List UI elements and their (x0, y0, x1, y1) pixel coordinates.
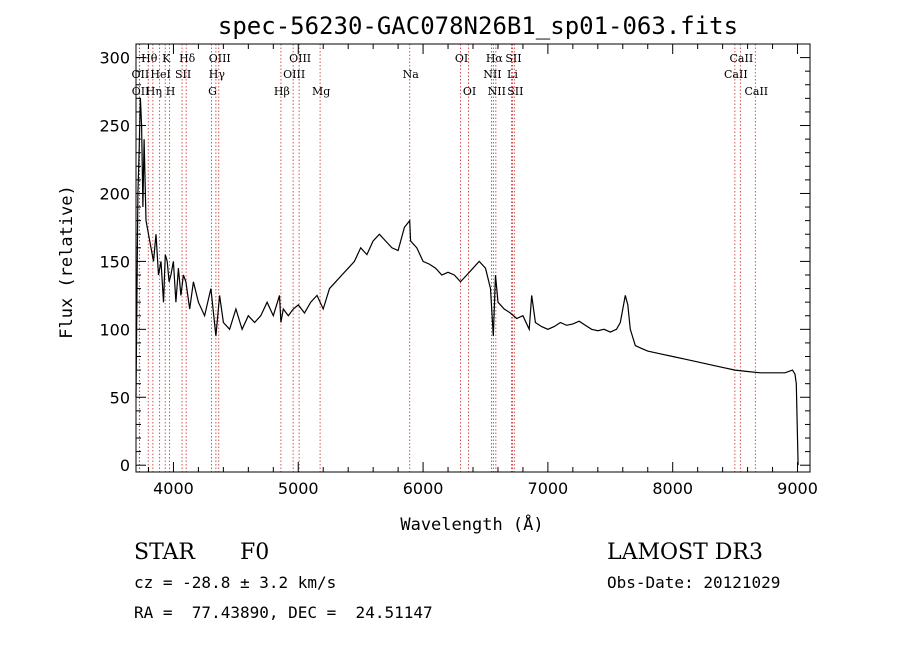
object-subclass: F0 (240, 540, 270, 565)
line-label-22: Li (507, 68, 518, 81)
x-tick-label-4: 8000 (652, 479, 693, 498)
y-tick-label-2: 100 (99, 320, 130, 339)
line-label-13: OIII (289, 52, 311, 65)
line-label-9: OIII (209, 52, 231, 65)
x-tick-label-0: 4000 (153, 479, 194, 498)
line-label-27: CaII (744, 85, 768, 98)
y-tick-label-0: 0 (120, 456, 130, 475)
coordinates: RA = 77.43890, DEC = 24.51147 (134, 603, 433, 622)
y-tick-label-6: 300 (99, 49, 130, 68)
x-tick-label-2: 6000 (403, 479, 444, 498)
redshift-velocity: cz = -28.8 ± 3.2 km/s (134, 573, 337, 592)
observation-date: Obs-Date: 20121029 (607, 573, 781, 592)
y-tick-label-5: 250 (99, 117, 130, 136)
line-label-26: CaII (724, 68, 748, 81)
object-class: STAR (134, 540, 195, 565)
line-label-7: H (166, 85, 176, 98)
line-label-6: SII (175, 68, 191, 81)
line-label-3: K (162, 52, 171, 65)
spectrum-chart: spec-56230-GAC078N26B1_sp01-063.fits Hθ O… (57, 12, 818, 535)
line-label-11: G (208, 85, 217, 98)
plot-frame (135, 43, 811, 473)
x-tick-label-5: 9000 (777, 479, 818, 498)
line-label-0: Hθ (141, 52, 158, 65)
y-tick-label-4: 200 (99, 184, 130, 203)
line-label-12: Hβ (274, 85, 290, 98)
line-label-10: Hγ (209, 68, 226, 81)
line-label-8: Hδ (179, 52, 196, 65)
y-tick-label-3: 150 (99, 252, 130, 271)
line-label-17: OI (455, 52, 468, 65)
line-label-25: CaII (730, 52, 754, 65)
chart-title: spec-56230-GAC078N26B1_sp01-063.fits (218, 12, 738, 40)
line-label-21: NII (483, 68, 501, 81)
line-label-20: SII (505, 52, 521, 65)
y-tick-label-1: 50 (110, 388, 130, 407)
spectrum-series-line (135, 98, 799, 466)
x-axis-label: Wavelength (Å) (400, 513, 543, 535)
line-label-18: OI (463, 85, 476, 98)
line-label-1: OII (132, 68, 150, 81)
line-label-15: Mg (312, 85, 330, 98)
line-label-14: OIII (283, 68, 305, 81)
spectral-line-markers (138, 44, 756, 472)
line-label-5: Hη (146, 85, 162, 98)
line-label-19: Hα (486, 52, 504, 65)
line-label-16: Na (403, 68, 420, 81)
survey-name: LAMOST DR3 (607, 540, 763, 565)
y-axis-ticks: 0 50 100 150 200 250 300 (99, 49, 810, 475)
x-tick-label-1: 5000 (278, 479, 319, 498)
x-axis-ticks: 4000 5000 6000 7000 8000 9000 (147, 44, 818, 498)
line-label-4: HeI (150, 68, 170, 81)
y-axis-label: Flux (relative) (57, 185, 77, 339)
x-tick-label-3: 7000 (528, 479, 569, 498)
line-label-23: NII (488, 85, 506, 98)
line-label-24: SII (507, 85, 523, 98)
